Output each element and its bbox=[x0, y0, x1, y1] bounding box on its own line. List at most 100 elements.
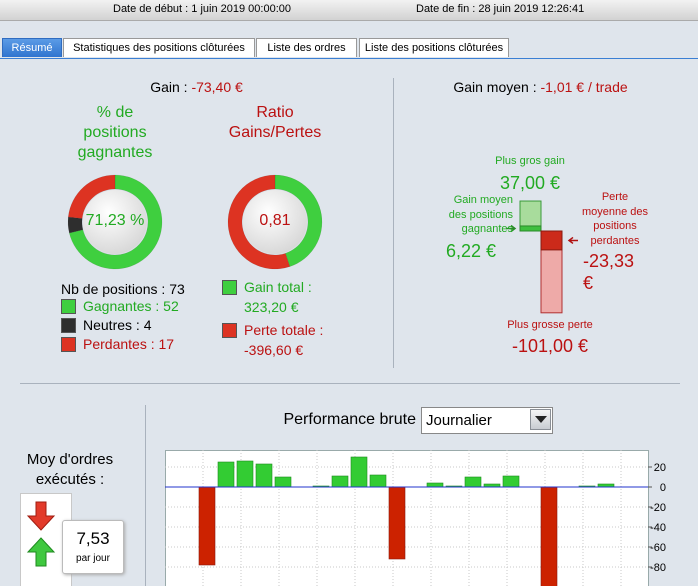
performance-chart: 20 0 -20 -40 -60 -80 bbox=[165, 450, 666, 586]
avg-gain-value: 6,22 € bbox=[446, 241, 497, 261]
divider bbox=[20, 383, 680, 384]
line: gagnantes bbox=[461, 223, 513, 235]
ratio-title: Ratio Gains/Pertes bbox=[215, 103, 335, 143]
label: Gagnantes : bbox=[83, 298, 160, 314]
average-gain: Gain moyen : -1,01 € / trade bbox=[393, 79, 688, 95]
line: exécutés : bbox=[35, 471, 105, 488]
legend-entry: Gagnantes : 52 bbox=[83, 298, 179, 314]
value: -1,01 € / trade bbox=[540, 79, 628, 95]
total-label: Gain total : bbox=[244, 279, 312, 295]
up-arrow bbox=[26, 537, 56, 567]
bar bbox=[540, 486, 558, 586]
legend-swatch bbox=[61, 318, 76, 333]
bar bbox=[274, 476, 292, 488]
orders-unit: par jour bbox=[76, 553, 110, 564]
orders-value: 7,53 bbox=[76, 529, 110, 548]
donut-segment bbox=[274, 174, 323, 267]
orders-icon bbox=[26, 501, 56, 567]
bar bbox=[331, 475, 349, 488]
select-arrow bbox=[535, 416, 547, 423]
bar bbox=[369, 474, 387, 488]
end-date: Date de fin : 28 juin 2019 12:26:41 bbox=[416, 3, 584, 15]
period-select[interactable]: Journalier bbox=[421, 407, 553, 434]
win-title: % de positions gagnantes bbox=[55, 103, 175, 163]
pointer-arrow bbox=[506, 224, 517, 233]
line: Moy d'ordres bbox=[26, 451, 114, 468]
line: Perte bbox=[601, 191, 629, 203]
label: Gain moyen : bbox=[453, 79, 537, 95]
down-arrow bbox=[26, 501, 56, 531]
bar bbox=[350, 456, 368, 488]
value: 52 bbox=[163, 298, 179, 314]
line: positions bbox=[593, 220, 637, 232]
bar bbox=[388, 486, 406, 560]
label: Gain : bbox=[150, 79, 188, 95]
tab[interactable]: Résumé bbox=[2, 38, 62, 57]
header-bar bbox=[0, 0, 698, 21]
y-tick-label: -60 bbox=[650, 542, 666, 554]
bar bbox=[217, 461, 235, 488]
average-bar bbox=[540, 230, 563, 251]
start-date: Date de début : 1 juin 2019 00:00:00 bbox=[113, 3, 291, 15]
period-value: Journalier bbox=[426, 412, 492, 429]
tab[interactable]: Liste des ordres bbox=[256, 38, 357, 57]
avg-loss-value: -23,33 € bbox=[583, 251, 635, 293]
label: Nb de positions : bbox=[61, 281, 166, 297]
label: Perdantes : bbox=[83, 336, 155, 352]
y-tick-label: 20 bbox=[654, 462, 666, 474]
tab[interactable]: Liste des positions clôturées bbox=[359, 38, 509, 57]
value: 17 bbox=[158, 336, 175, 352]
pointer-arrow bbox=[567, 236, 578, 245]
line: gagnantes bbox=[77, 144, 153, 161]
value: -73,40 € bbox=[191, 79, 243, 95]
bars bbox=[198, 456, 615, 586]
orders-box: 7,53 par jour bbox=[62, 520, 124, 574]
tab-line bbox=[0, 58, 698, 59]
label: Date de fin : bbox=[416, 3, 476, 15]
donut-segment bbox=[67, 174, 116, 219]
y-tick-label: 0 bbox=[660, 482, 666, 494]
win-donut bbox=[67, 174, 163, 270]
label: Date de début : bbox=[113, 3, 189, 15]
legend-swatch bbox=[61, 337, 76, 352]
divider bbox=[145, 405, 146, 586]
donut-segment bbox=[69, 174, 163, 270]
value: 4 bbox=[143, 317, 152, 333]
bar bbox=[236, 460, 254, 488]
win-rate: 71,23 % bbox=[85, 212, 145, 229]
divider bbox=[393, 78, 394, 368]
average-bars bbox=[506, 200, 578, 314]
y-tick-label: -40 bbox=[650, 522, 666, 534]
label: Neutres : bbox=[83, 317, 140, 333]
donut-center bbox=[243, 190, 307, 254]
line: Ratio bbox=[256, 104, 294, 121]
positions: Nb de positions : 73 bbox=[61, 281, 185, 297]
triangle bbox=[535, 416, 547, 423]
bar bbox=[426, 482, 444, 488]
max-loss-value: -101,00 € bbox=[511, 336, 589, 356]
avg-loss-label: Perte moyenne des positions perdantes bbox=[565, 190, 665, 248]
line: positions bbox=[83, 124, 147, 141]
select-button[interactable] bbox=[530, 409, 551, 430]
total-value: -396,60 € bbox=[244, 342, 304, 358]
legend-entry: Perdantes : 17 bbox=[83, 336, 174, 352]
y-tick-label: -80 bbox=[650, 562, 666, 574]
ratio: 0,81 bbox=[259, 212, 291, 229]
legend-entry: Neutres : 4 bbox=[83, 317, 152, 333]
value: 73 bbox=[169, 281, 185, 297]
line: des positions bbox=[448, 208, 513, 221]
tab[interactable]: Statistiques des positions clôturées bbox=[63, 38, 255, 57]
bar bbox=[198, 486, 216, 566]
max-gain-label: Plus gros gain bbox=[495, 155, 565, 167]
max-gain-value: 37,00 € bbox=[499, 173, 561, 193]
total-label: Perte totale : bbox=[244, 322, 324, 338]
orders-title: Moy d'ordres exécutés : bbox=[10, 450, 130, 490]
bar bbox=[502, 475, 520, 488]
line: % de bbox=[96, 104, 134, 121]
chart-title: Performance brute bbox=[283, 411, 416, 428]
legend-swatch bbox=[222, 323, 237, 338]
line: Gain moyen bbox=[453, 194, 513, 206]
line: moyenne des bbox=[581, 205, 649, 218]
bar bbox=[464, 476, 482, 488]
